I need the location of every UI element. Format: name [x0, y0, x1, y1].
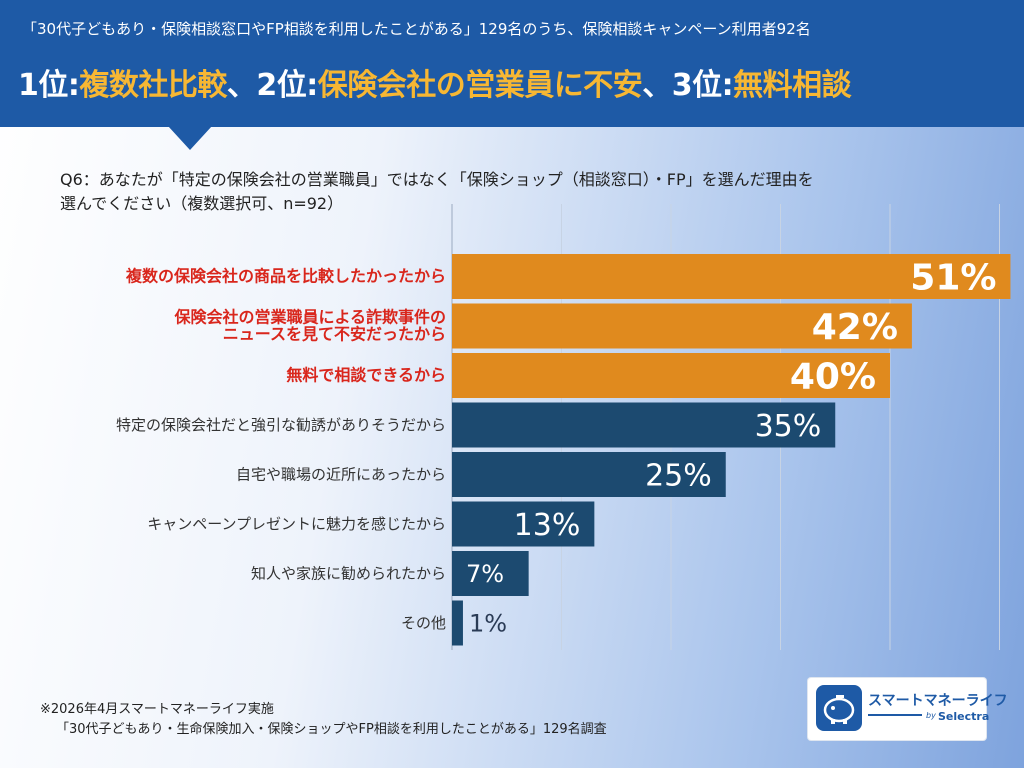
value-label: 51%	[910, 257, 996, 298]
footnote: ※2026年4月スマートマネーライフ実施 「30代子どもあり・生命保険加入・保険…	[40, 700, 607, 740]
header-arrow	[168, 126, 212, 150]
bar	[452, 551, 529, 596]
footnote-line-2: 「30代子どもあり・生命保険加入・保険ショップやFP相談を利用したことがある」1…	[56, 722, 607, 737]
value-label: 13%	[514, 508, 581, 543]
logo-underline	[868, 714, 922, 716]
category-label: ニュースを見て不安だったから	[223, 325, 446, 344]
bar	[452, 254, 1011, 299]
header-subtitle: 「30代子どもあり・保険相談窓口やFP相談を利用したことがある」129名のうち、…	[22, 20, 811, 38]
footnote-line-1: ※2026年4月スマートマネーライフ実施	[40, 702, 274, 717]
bar	[452, 452, 726, 497]
bar	[452, 600, 463, 646]
value-labels: 51% 42% 40% 35% 25% 13% 7% 1%	[466, 257, 996, 637]
category-label: 複数の保険会社の商品を比較したかったから	[125, 267, 446, 286]
piggy-bank-icon	[816, 685, 862, 731]
bar	[452, 353, 890, 398]
value-label: 35%	[755, 409, 822, 444]
rank2-text: 保険会社の営業員に不安	[317, 68, 643, 103]
logo-by: by	[926, 711, 936, 720]
category-label: 特定の保険会社だと強引な勧誘がありそうだから	[116, 416, 446, 434]
logo-brand: Selectra	[938, 710, 990, 723]
category-label: 自宅や職場の近所にあったから	[236, 466, 446, 484]
category-label: 保険会社の営業職員による詐欺事件の	[173, 308, 446, 327]
question-text: Q6：あなたが「特定の保険会社の営業職員」ではなく「保険ショップ（相談窓口）・F…	[60, 168, 980, 216]
rank1-text: 複数社比較	[79, 68, 227, 103]
value-label: 25%	[645, 458, 712, 493]
logo-name: スマートマネーライフ	[868, 693, 1008, 709]
bar	[452, 402, 836, 448]
rank3-label: 3位:	[671, 68, 734, 103]
rank3-text: 無料相談	[733, 68, 852, 103]
value-label: 40%	[790, 356, 876, 397]
bar	[452, 501, 595, 547]
header-title: 1位:複数社比較、2位:保険会社の営業員に不安、3位:無料相談	[18, 60, 852, 104]
bar	[452, 303, 912, 349]
rank2-label: 2位:	[256, 68, 318, 103]
value-label: 1%	[469, 610, 507, 638]
value-label: 7%	[466, 560, 504, 588]
bars	[452, 254, 1011, 646]
category-label: 無料で相談できるから	[286, 366, 446, 385]
brand-logo: スマートマネーライフ by Selectra	[808, 678, 1008, 740]
question-line-2: 選んでください（複数選択可、n=92）	[60, 194, 344, 213]
value-label: 42%	[812, 307, 898, 348]
title-separator-1: 、	[226, 68, 257, 103]
category-label: 知人や家族に勧められたから	[251, 565, 446, 583]
category-labels: 複数の保険会社の商品を比較したかったから保険会社の営業職員による詐欺事件のニュー…	[116, 267, 446, 633]
category-label: キャンペーンプレゼントに魅力を感じたから	[147, 515, 446, 533]
question-line-1: Q6：あなたが「特定の保険会社の営業職員」ではなく「保険ショップ（相談窓口）・F…	[60, 170, 814, 189]
category-label: その他	[401, 614, 446, 632]
title-separator-2: 、	[642, 68, 672, 103]
rank1-label: 1位:	[18, 68, 80, 103]
header-banner: 「30代子どもあり・保険相談窓口やFP相談を利用したことがある」129名のうち、…	[0, 0, 1024, 127]
